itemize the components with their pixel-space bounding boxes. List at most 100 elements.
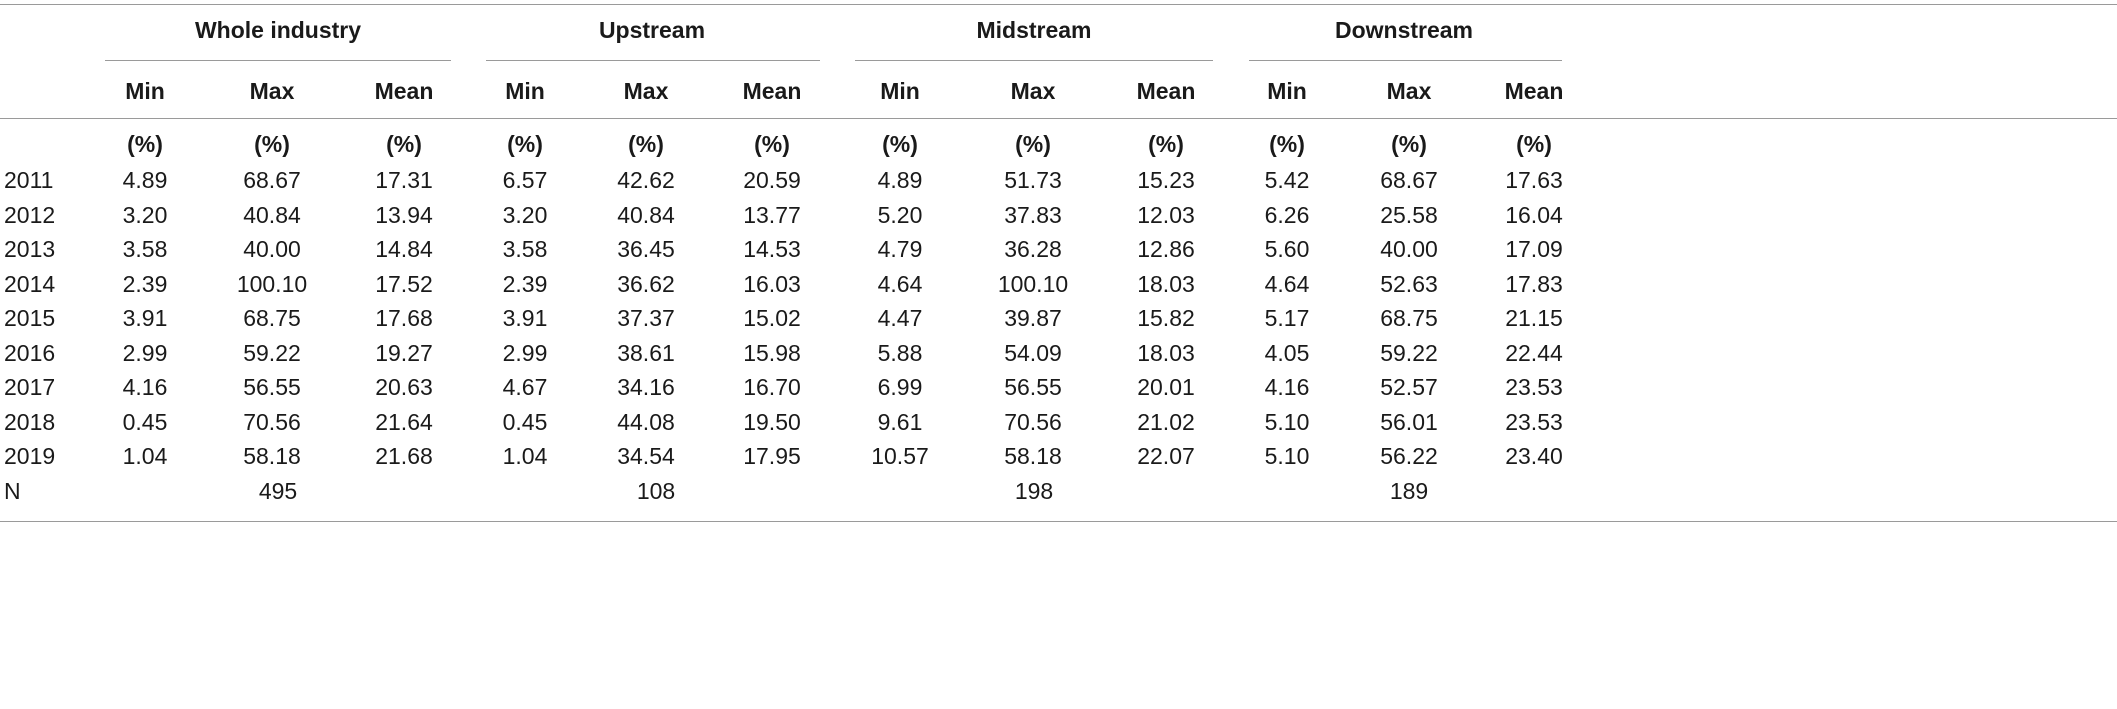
table-cell: 4.47 [877, 305, 923, 331]
unit-label: (%) [507, 131, 543, 157]
table-cell: 15.23 [1137, 167, 1195, 193]
group-rule [105, 60, 451, 61]
unit-label: (%) [754, 131, 790, 157]
table-cell: 68.75 [1380, 305, 1438, 331]
table-cell: 22.07 [1137, 443, 1195, 469]
table-cell: 1.04 [122, 443, 168, 469]
table-cell: 6.57 [502, 167, 548, 193]
table-cell: 19.50 [743, 409, 801, 435]
table-cell: 52.57 [1380, 374, 1438, 400]
column-header: Min [125, 78, 165, 104]
table-cell: 4.89 [877, 167, 923, 193]
sample-size-cell: 108 [636, 478, 676, 504]
table-cell: 5.10 [1264, 409, 1310, 435]
table-cell: 4.67 [502, 374, 548, 400]
table-cell: 17.83 [1505, 271, 1563, 297]
row-label: 2012 [4, 202, 56, 228]
table-cell: 20.59 [743, 167, 801, 193]
column-header: Mean [1504, 78, 1564, 104]
table-cell: 70.56 [1004, 409, 1062, 435]
column-header: Max [623, 78, 669, 104]
table-cell: 5.17 [1264, 305, 1310, 331]
table-cell: 68.67 [243, 167, 301, 193]
table-cell: 21.15 [1505, 305, 1563, 331]
group-header: Downstream [1334, 17, 1474, 43]
table-cell: 5.20 [877, 202, 923, 228]
table-cell: 56.01 [1380, 409, 1438, 435]
unit-label: (%) [1391, 131, 1427, 157]
table-cell: 19.27 [375, 340, 433, 366]
table-cell: 14.53 [743, 236, 801, 262]
table-cell: 16.70 [743, 374, 801, 400]
table-cell: 58.18 [1004, 443, 1062, 469]
table-cell: 59.22 [1380, 340, 1438, 366]
unit-label: (%) [1015, 131, 1051, 157]
table-cell: 34.54 [617, 443, 675, 469]
table-cell: 4.64 [1264, 271, 1310, 297]
row-label: 2018 [4, 409, 56, 435]
table-cell: 100.10 [236, 271, 308, 297]
unit-label: (%) [254, 131, 290, 157]
row-label: 2015 [4, 305, 56, 331]
column-header: Min [505, 78, 545, 104]
table-cell: 40.00 [243, 236, 301, 262]
table-cell: 51.73 [1004, 167, 1062, 193]
column-header: Mean [374, 78, 434, 104]
table-cell: 0.45 [122, 409, 168, 435]
table-cell: 4.05 [1264, 340, 1310, 366]
table-cell: 3.20 [122, 202, 168, 228]
table-cell: 13.77 [743, 202, 801, 228]
table-cell: 58.18 [243, 443, 301, 469]
column-header: Mean [1136, 78, 1196, 104]
table-cell: 16.04 [1505, 202, 1563, 228]
table-cell: 34.16 [617, 374, 675, 400]
table-cell: 9.61 [877, 409, 923, 435]
bottom-rule [0, 521, 2117, 522]
table-cell: 56.55 [243, 374, 301, 400]
table-cell: 5.60 [1264, 236, 1310, 262]
table-cell: 17.63 [1505, 167, 1563, 193]
table-cell: 18.03 [1137, 271, 1195, 297]
unit-label: (%) [1269, 131, 1305, 157]
table-cell: 40.00 [1380, 236, 1438, 262]
table-cell: 56.22 [1380, 443, 1438, 469]
table-cell: 5.10 [1264, 443, 1310, 469]
table-cell: 2.39 [502, 271, 548, 297]
row-label: 2019 [4, 443, 56, 469]
table-cell: 25.58 [1380, 202, 1438, 228]
table-cell: 12.86 [1137, 236, 1195, 262]
table-cell: 17.95 [743, 443, 801, 469]
table-cell: 38.61 [617, 340, 675, 366]
header-bottom-rule [0, 118, 2117, 119]
table-cell: 40.84 [617, 202, 675, 228]
table-cell: 17.68 [375, 305, 433, 331]
table-cell: 4.64 [877, 271, 923, 297]
table-cell: 54.09 [1004, 340, 1062, 366]
table-cell: 36.45 [617, 236, 675, 262]
unit-label: (%) [386, 131, 422, 157]
top-rule [0, 4, 2117, 5]
table-cell: 21.68 [375, 443, 433, 469]
table-cell: 6.99 [877, 374, 923, 400]
group-header: Whole industry [194, 17, 362, 43]
unit-label: (%) [127, 131, 163, 157]
column-header: Min [880, 78, 920, 104]
table-cell: 3.91 [502, 305, 548, 331]
table-cell: 23.53 [1505, 374, 1563, 400]
table-cell: 52.63 [1380, 271, 1438, 297]
table-cell: 21.64 [375, 409, 433, 435]
table-cell: 59.22 [243, 340, 301, 366]
table-cell: 17.31 [375, 167, 433, 193]
table-cell: 36.28 [1004, 236, 1062, 262]
table-cell: 36.62 [617, 271, 675, 297]
table-cell: 21.02 [1137, 409, 1195, 435]
table-cell: 22.44 [1505, 340, 1563, 366]
table-cell: 5.88 [877, 340, 923, 366]
sample-size-cell: 495 [258, 478, 298, 504]
table-cell: 6.26 [1264, 202, 1310, 228]
table-cell: 2.99 [122, 340, 168, 366]
column-header: Max [1010, 78, 1056, 104]
row-label: 2017 [4, 374, 56, 400]
table-cell: 1.04 [502, 443, 548, 469]
row-label: 2016 [4, 340, 56, 366]
